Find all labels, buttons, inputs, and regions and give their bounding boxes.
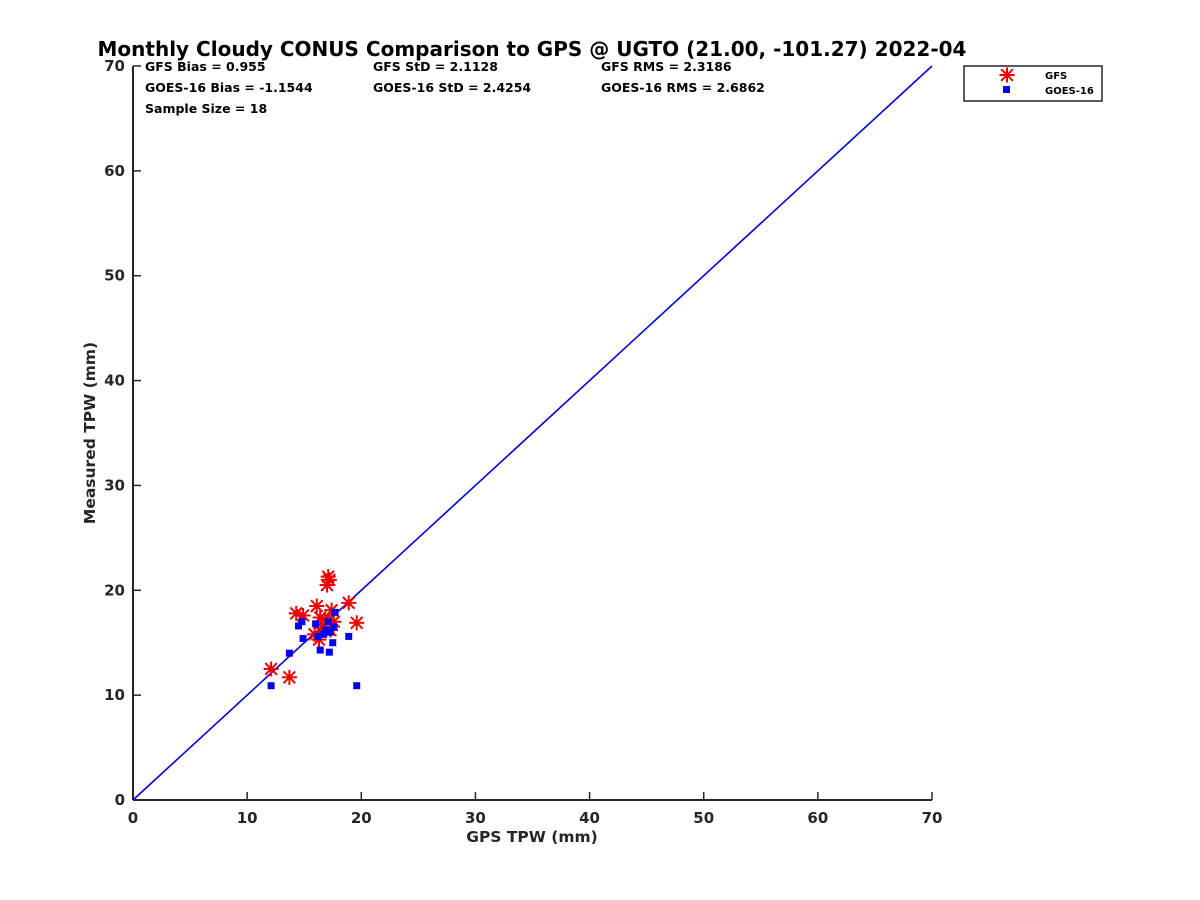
- goes16-point: [330, 623, 338, 631]
- x-tick-label: 70: [922, 809, 943, 827]
- goes16-point: [267, 682, 275, 690]
- x-tick-label: 30: [465, 809, 486, 827]
- x-tick-label: 0: [128, 809, 138, 827]
- goes16-point: [353, 682, 361, 690]
- x-tick-label: 10: [237, 809, 258, 827]
- goes16-point: [320, 630, 328, 638]
- sample-size-text: Sample Size = 18: [145, 101, 267, 116]
- one-to-one-line: [132, 65, 933, 801]
- x-axis-label: GPS TPW (mm): [466, 828, 598, 846]
- goes16-point: [322, 626, 330, 634]
- goes16-point: [295, 622, 303, 630]
- x-tick-label: 20: [351, 809, 372, 827]
- goes16-point: [325, 648, 333, 656]
- statistics-text: GFS Bias = 0.955 GOES-16 Bias = -1.1544 …: [145, 59, 765, 116]
- gfs-point: [281, 669, 297, 685]
- goes-bias-text: GOES-16 Bias = -1.1544: [145, 80, 313, 95]
- gfs-point: [349, 615, 365, 631]
- legend-gfs-label: GFS: [1045, 71, 1067, 82]
- x-tick-label: 50: [693, 809, 714, 827]
- x-tick-label: 60: [807, 809, 828, 827]
- goes16-point: [299, 635, 307, 643]
- goes16-point: [324, 618, 332, 626]
- goes16-point: [331, 608, 339, 616]
- gfs-point: [341, 595, 357, 611]
- legend-box: [963, 65, 1103, 102]
- legend-gfs-marker: [999, 67, 1015, 83]
- goes-rms-text: GOES-16 RMS = 2.6862: [601, 80, 765, 95]
- gfs-rms-text: GFS RMS = 2.3186: [601, 59, 732, 74]
- chart-title: Monthly Cloudy CONUS Comparison to GPS @…: [98, 37, 967, 61]
- y-tick-label: 20: [104, 581, 125, 599]
- legend-goes16-label: GOES-16: [1045, 86, 1094, 97]
- goes16-point: [345, 632, 353, 640]
- y-axis-label: Measured TPW (mm): [81, 342, 99, 524]
- legend-goes16-marker: [1003, 86, 1010, 93]
- goes16-point: [312, 620, 320, 628]
- y-tick-label: 0: [115, 791, 125, 809]
- y-tick-label: 40: [104, 372, 125, 390]
- y-tick-label: 70: [104, 57, 125, 75]
- gfs-bias-text: GFS Bias = 0.955: [145, 59, 266, 74]
- goes16-point: [329, 639, 337, 647]
- goes-std-text: GOES-16 StD = 2.4254: [373, 80, 531, 95]
- gfs-point: [309, 598, 325, 614]
- legend: GFS GOES-16: [963, 65, 1103, 102]
- x-tick-label: 40: [579, 809, 600, 827]
- goes16-point: [314, 632, 322, 640]
- y-tick-label: 10: [104, 686, 125, 704]
- gfs-point: [321, 572, 337, 588]
- gfs-point: [263, 661, 279, 677]
- series-goes: [267, 608, 361, 690]
- y-tick-label: 30: [104, 476, 125, 494]
- goes16-point: [298, 618, 306, 626]
- goes16-point: [326, 628, 334, 636]
- goes16-point: [285, 649, 293, 657]
- legend-gfs-asterisk: [999, 67, 1015, 83]
- goes16-point: [316, 646, 324, 654]
- y-tick-label: 50: [104, 267, 125, 285]
- y-tick-label: 60: [104, 162, 125, 180]
- gfs-std-text: GFS StD = 2.1128: [373, 59, 498, 74]
- plot-area: 0 10 20 30 40 50 60 70 0 10 20 30 40 50 60 70: [104, 57, 942, 827]
